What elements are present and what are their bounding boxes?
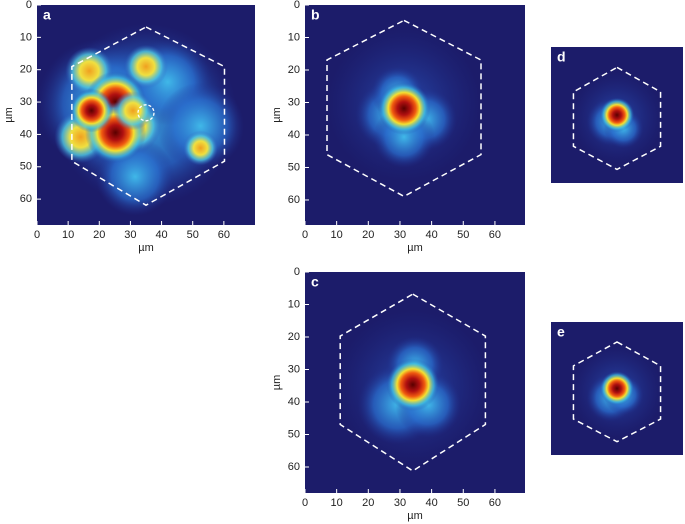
y-tick-label: 60: [288, 461, 300, 473]
y-tick-label: 20: [288, 64, 300, 76]
panel-label: b: [311, 7, 320, 23]
x-tick-label: 20: [362, 229, 374, 241]
x-tick-label: 50: [457, 497, 469, 509]
y-tick-label: 50: [288, 161, 300, 173]
y-tick-label: 0: [294, 266, 300, 278]
y-axis-label: µm: [271, 107, 283, 123]
panel: e: [551, 322, 683, 455]
x-tick-label: 10: [62, 229, 74, 241]
x-tick-label: 60: [489, 497, 501, 509]
intensity-blob: [124, 44, 168, 89]
x-tick-label: 10: [331, 229, 343, 241]
x-axis-label: µm: [407, 242, 423, 254]
x-tick-label: 40: [155, 229, 167, 241]
x-tick-label: 30: [124, 229, 136, 241]
x-tick-label: 10: [331, 497, 343, 509]
panel-label: c: [311, 274, 319, 290]
x-tick-label: 0: [34, 229, 40, 241]
y-tick-label: 40: [288, 396, 300, 408]
intensity-blob: [377, 82, 431, 135]
intensity-blob: [386, 358, 440, 412]
hexagon-outline: [326, 19, 482, 198]
x-tick-label: 40: [425, 229, 437, 241]
x-axis-label: µm: [138, 242, 154, 254]
hexagon-outline: [572, 341, 662, 443]
x-tick-label: 20: [93, 229, 105, 241]
intensity-blob: [156, 82, 245, 170]
y-tick-label: 50: [20, 161, 32, 173]
intensity-blob: [113, 90, 153, 131]
y-axis-label: µm: [271, 375, 283, 391]
y-tick-label: 30: [20, 96, 32, 108]
x-tick-label: 50: [457, 229, 469, 241]
panel-label: e: [557, 324, 565, 340]
y-tick-label: 60: [288, 194, 300, 206]
intensity-blob: [599, 371, 635, 406]
x-tick-label: 40: [425, 497, 437, 509]
intensity-blob: [183, 130, 218, 166]
x-tick-label: 60: [218, 229, 230, 241]
x-tick-label: 30: [394, 497, 406, 509]
y-tick-label: 20: [20, 64, 32, 76]
y-axis-label: µm: [3, 107, 15, 123]
y-tick-label: 40: [288, 129, 300, 141]
hexagon-outline: [339, 293, 487, 472]
x-axis-label: µm: [407, 510, 423, 522]
x-tick-label: 20: [362, 497, 374, 509]
y-tick-label: 30: [288, 96, 300, 108]
y-tick-label: 10: [288, 31, 300, 43]
y-tick-label: 50: [288, 428, 300, 440]
intensity-blob: [69, 88, 114, 133]
y-tick-label: 20: [288, 331, 300, 343]
y-tick-label: 10: [288, 298, 300, 310]
panel-label: a: [43, 7, 51, 23]
x-tick-label: 50: [187, 229, 199, 241]
x-tick-label: 60: [489, 229, 501, 241]
x-tick-label: 0: [302, 229, 308, 241]
y-tick-label: 0: [26, 0, 32, 11]
panel-label: d: [557, 49, 566, 65]
hexagon-outline: [572, 66, 662, 171]
panel: d: [551, 47, 683, 183]
y-tick-label: 30: [288, 363, 300, 375]
y-tick-label: 10: [20, 31, 32, 43]
intensity-blob: [599, 97, 635, 133]
hexagon-outline: [71, 26, 226, 207]
x-tick-label: 0: [302, 497, 308, 509]
y-tick-label: 0: [294, 0, 300, 11]
marker-circle: [137, 104, 155, 122]
y-tick-label: 60: [20, 193, 32, 205]
x-tick-label: 30: [394, 229, 406, 241]
y-tick-label: 40: [20, 128, 32, 140]
